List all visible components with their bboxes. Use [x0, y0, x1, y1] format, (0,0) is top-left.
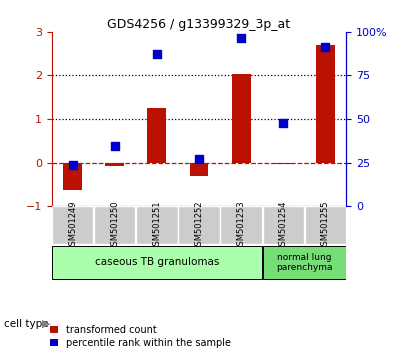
Point: [280, 120, 286, 126]
FancyBboxPatch shape: [52, 206, 94, 244]
Bar: [274, 162, 293, 164]
Text: normal lung
parenchyma: normal lung parenchyma: [276, 252, 332, 272]
Point: [238, 35, 244, 40]
Point: [196, 156, 202, 162]
Title: GDS4256 / g13399329_3p_at: GDS4256 / g13399329_3p_at: [107, 18, 291, 31]
FancyBboxPatch shape: [304, 206, 346, 244]
Point: [322, 44, 328, 50]
Text: GSM501253: GSM501253: [236, 200, 246, 251]
Bar: [189, 162, 209, 176]
FancyBboxPatch shape: [263, 246, 346, 279]
Text: caseous TB granulomas: caseous TB granulomas: [95, 257, 219, 267]
FancyBboxPatch shape: [220, 206, 262, 244]
Text: GSM501255: GSM501255: [321, 200, 330, 251]
FancyBboxPatch shape: [178, 206, 220, 244]
Bar: [316, 45, 335, 162]
FancyBboxPatch shape: [136, 206, 178, 244]
Bar: [105, 162, 124, 166]
Point: [154, 51, 160, 57]
Text: GSM501254: GSM501254: [279, 200, 288, 251]
Text: GSM501252: GSM501252: [195, 200, 203, 251]
Bar: [63, 162, 82, 189]
Point: [70, 162, 76, 168]
Text: GSM501250: GSM501250: [110, 200, 119, 251]
Bar: [232, 74, 250, 162]
Text: ▶: ▶: [42, 319, 50, 329]
Legend: transformed count, percentile rank within the sample: transformed count, percentile rank withi…: [49, 324, 232, 349]
Point: [112, 144, 118, 149]
Text: GSM501251: GSM501251: [152, 200, 162, 251]
FancyBboxPatch shape: [52, 246, 262, 279]
Text: cell type: cell type: [4, 319, 49, 329]
FancyBboxPatch shape: [94, 206, 135, 244]
FancyBboxPatch shape: [263, 206, 304, 244]
Text: GSM501249: GSM501249: [68, 200, 77, 251]
Bar: [147, 108, 166, 162]
